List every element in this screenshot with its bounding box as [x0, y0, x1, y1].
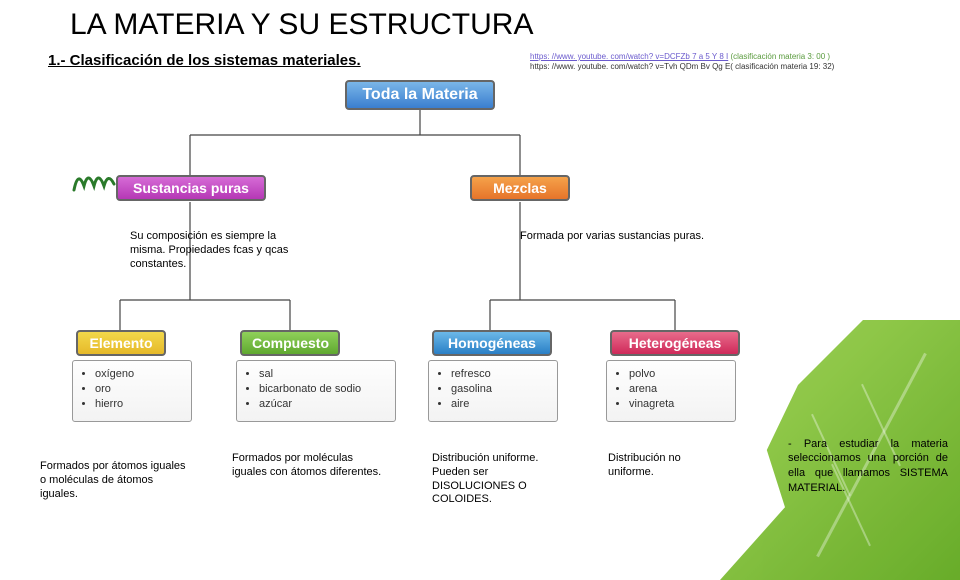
node-mezclas: Mezclas — [470, 175, 570, 201]
caption-elemento: Formados por átomos iguales o moléculas … — [40, 460, 190, 501]
node-sustancias: Sustancias puras — [116, 175, 266, 201]
list-elemento: oxígeno oro hierro — [72, 360, 192, 422]
caption-heterogeneas: Distribución no uniforme. — [608, 452, 718, 480]
list-item: refresco — [451, 368, 549, 380]
node-root: Toda la Materia — [345, 80, 495, 110]
video-link-1[interactable]: https: //www. youtube. com/watch? v=DCFZ… — [530, 52, 728, 61]
video-links: https: //www. youtube. com/watch? v=DCFZ… — [530, 52, 834, 73]
list-homogeneas: refresco gasolina aire — [428, 360, 558, 422]
caption-sustancias: Su composición es siempre la misma. Prop… — [130, 230, 310, 271]
node-elemento: Elemento — [76, 330, 166, 356]
video-link-1-note: (clasificación materia 3: 00 ) — [730, 52, 830, 61]
caption-homogeneas: Distribución uniforme. Pueden ser DISOLU… — [432, 452, 542, 507]
list-item: vinagreta — [629, 398, 727, 410]
scribble-icon — [70, 160, 118, 200]
caption-compuesto: Formados por moléculas iguales con átomo… — [232, 452, 382, 480]
list-item: oxígeno — [95, 368, 183, 380]
caption-mezclas: Formada por varias sustancias puras. — [520, 230, 710, 244]
list-compuesto: sal bicarbonato de sodio azúcar — [236, 360, 396, 422]
list-item: bicarbonato de sodio — [259, 383, 387, 395]
node-homogeneas: Homogéneas — [432, 330, 552, 356]
list-item: hierro — [95, 398, 183, 410]
list-item: sal — [259, 368, 387, 380]
list-item: oro — [95, 383, 183, 395]
section-subtitle: 1.- Clasificación de los sistemas materi… — [48, 52, 361, 69]
page-title: LA MATERIA Y SU ESTRUCTURA — [70, 8, 533, 42]
list-item: azúcar — [259, 398, 387, 410]
video-link-2: https: //www. youtube. com/watch? v=Tvh … — [530, 62, 834, 72]
node-heterogeneas: Heterogéneas — [610, 330, 740, 356]
list-item: arena — [629, 383, 727, 395]
list-item: polvo — [629, 368, 727, 380]
side-note: - Para estudiar la materia seleccionamos… — [788, 437, 948, 496]
list-heterogeneas: polvo arena vinagreta — [606, 360, 736, 422]
node-compuesto: Compuesto — [240, 330, 340, 356]
list-item: aire — [451, 398, 549, 410]
list-item: gasolina — [451, 383, 549, 395]
